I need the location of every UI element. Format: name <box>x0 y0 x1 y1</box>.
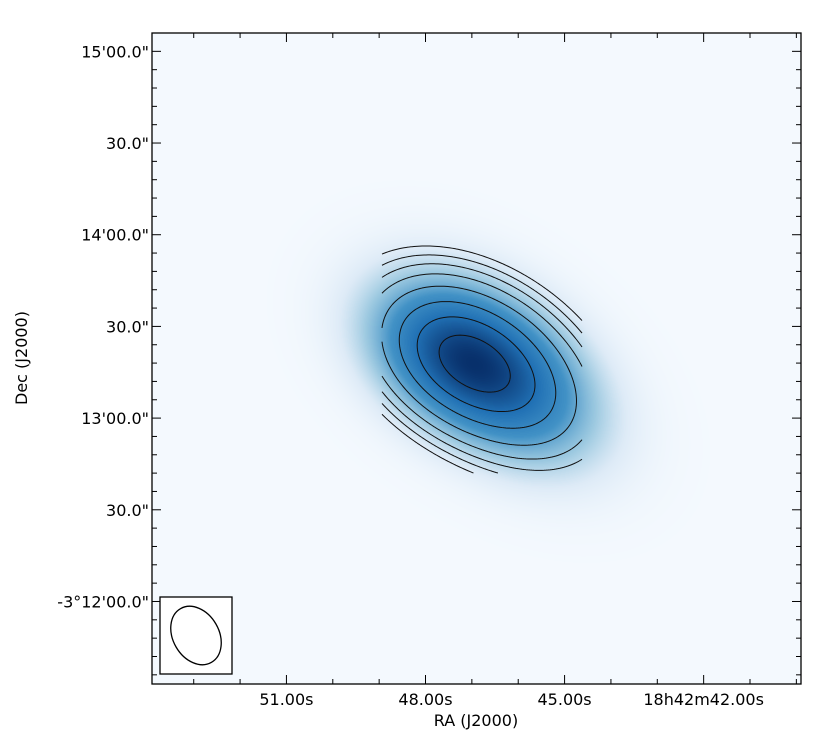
x-tick-label: 48.00s <box>398 690 452 709</box>
x-axis-label: RA (J2000) <box>434 711 518 730</box>
contour-level <box>381 273 583 460</box>
y-tick-label: 30.0" <box>106 134 149 153</box>
x-tick-label: 18h42m42.00s <box>643 690 764 709</box>
contour-level <box>381 263 583 471</box>
plot-frame <box>151 32 802 685</box>
contour-level <box>438 334 511 393</box>
axis-ticks <box>152 33 801 684</box>
x-tick-label: 51.00s <box>259 690 313 709</box>
y-tick-label: -3°12'00.0" <box>57 592 149 611</box>
y-axis-label: Dec (J2000) <box>12 311 31 405</box>
x-tick-labels: 51.00s 48.00s 45.00s 18h42m42.00s <box>259 690 764 709</box>
contour-level <box>381 245 583 474</box>
contour-level <box>381 285 577 446</box>
contour-level <box>416 316 536 413</box>
beam-box <box>159 596 233 675</box>
beam-ellipse <box>170 605 222 666</box>
y-tick-label: 14'00.0" <box>81 226 149 245</box>
y-tick-label: 30.0" <box>106 501 149 520</box>
intensity-image <box>152 33 801 684</box>
contour-level <box>381 254 583 474</box>
y-tick-label: 13'00.0" <box>81 409 149 428</box>
image-layer <box>152 33 801 684</box>
y-tick-label: 30.0" <box>106 317 149 336</box>
contour-lines <box>381 245 583 474</box>
y-tick-labels: -3°12'00.0" 30.0" 13'00.0" 30.0" 14'00.0… <box>57 42 149 611</box>
y-tick-label: 15'00.0" <box>81 42 149 61</box>
x-tick-label: 45.00s <box>538 690 592 709</box>
contour-level <box>398 301 557 429</box>
beam-inset <box>159 596 233 675</box>
